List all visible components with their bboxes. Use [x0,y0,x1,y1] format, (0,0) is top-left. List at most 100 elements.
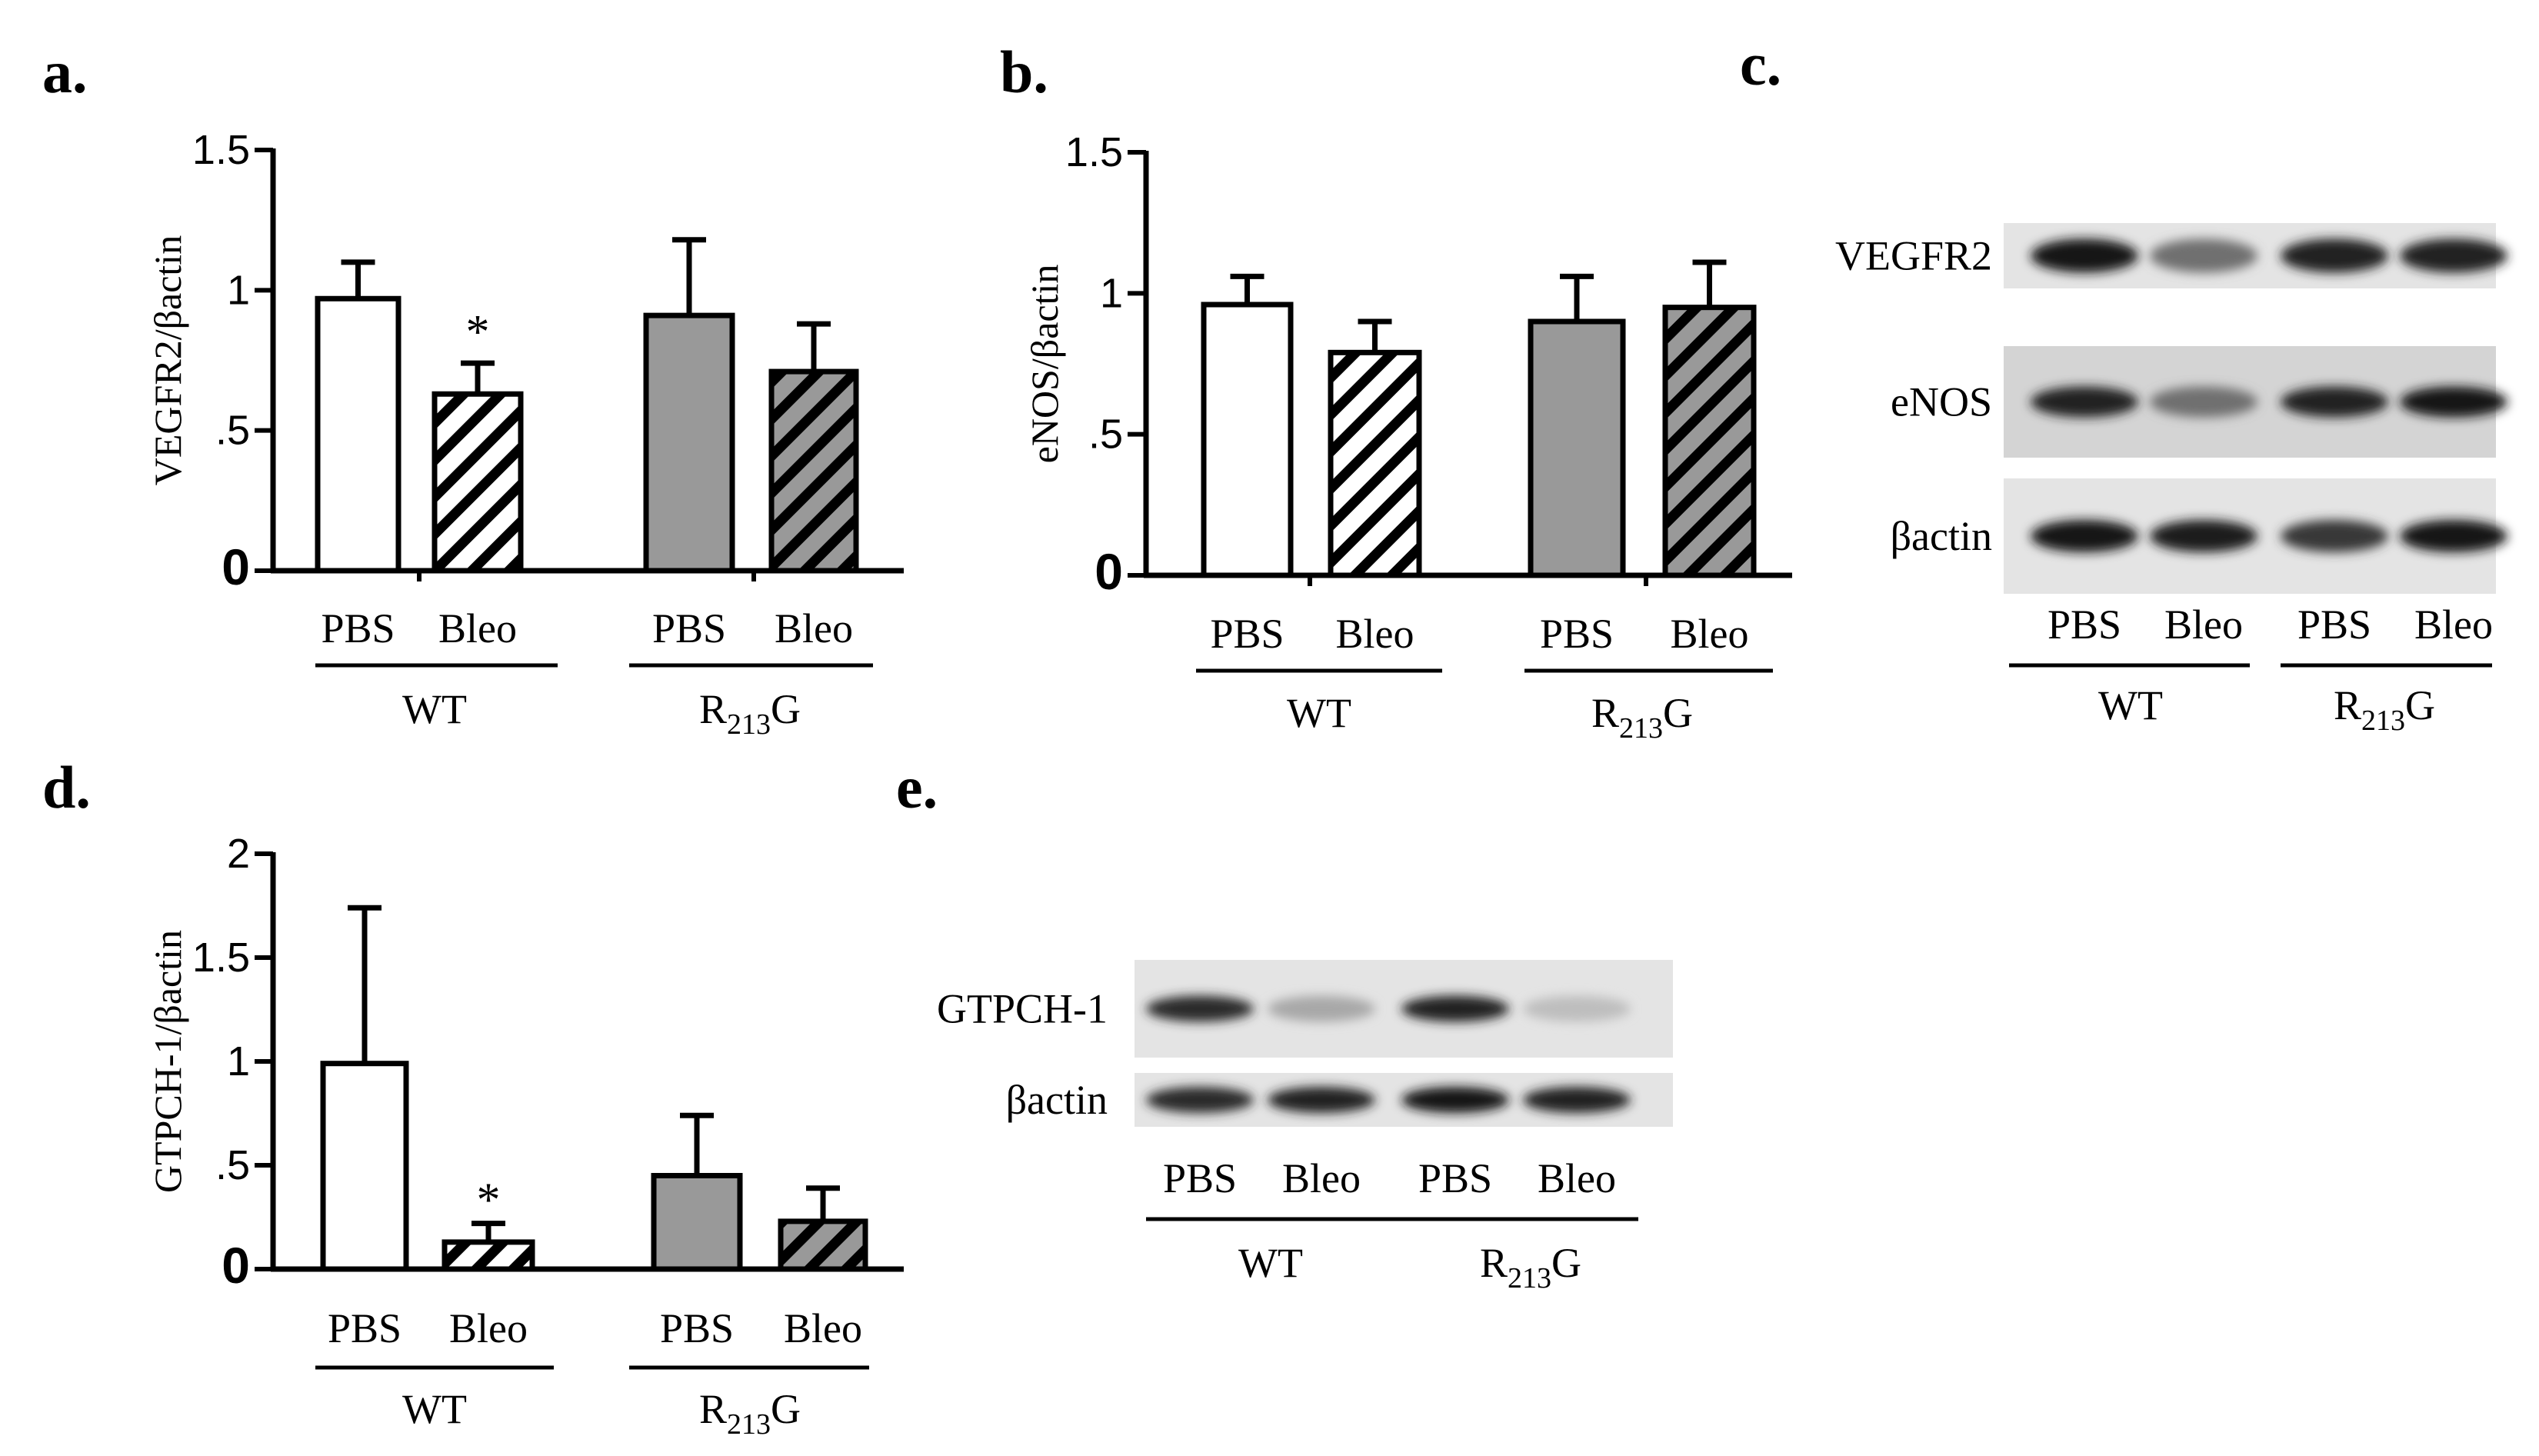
bar-r213g-pbs [643,312,735,574]
x-category-label: Bleo [775,605,853,651]
x-category-label: Bleo [1336,611,1414,657]
group-label-r213g: R213G [2334,682,2435,737]
group-label-suffix: G [1551,1240,1581,1286]
blot-band [2150,238,2257,273]
blot-lane-label: PBS [2297,601,2371,648]
blot-band [2281,386,2388,418]
x-category-label: PBS [1540,611,1614,657]
y-tick-label: 1.5 [192,127,250,173]
blot-lane-label: Bleo [1282,1155,1361,1201]
bar-wt-pbs [1201,302,1294,578]
blot-lane-label: Bleo [1538,1155,1616,1201]
panel-letter-b: b. [1000,38,1048,105]
bar-r213g-pbs [651,1173,743,1272]
y-tick-label: 0 [222,538,250,595]
y-tick-label: 0 [1095,543,1123,600]
y-tick-label: .5 [1088,411,1123,458]
x-category-label: Bleo [449,1305,528,1351]
bar-r213g-pbs [1528,318,1626,578]
blot-band [2031,520,2138,552]
blot-lane-label: PBS [1418,1155,1492,1201]
group-label-wt: WT [2098,682,2163,728]
y-axis-label: eNOS/βactin [1023,265,1066,464]
group-label-suffix: G [771,686,801,732]
group-label-prefix: R [699,686,727,732]
group-label-wt: WT [402,1386,467,1432]
x-category-label: PBS [652,605,726,651]
group-label-subscript: 213 [1508,1262,1551,1294]
blot-row-label: eNOS [1891,379,1992,425]
blot-band [2400,520,2507,552]
blot-row-label: βactin [1891,513,1992,559]
panel-letter-e: e. [896,754,938,821]
blot-band [1523,1087,1631,1113]
blot-row-label: VEGFR2 [1835,233,1992,279]
group-label-prefix: R [1480,1240,1508,1286]
panel-letter-c: c. [1740,31,1781,98]
group-label-r213g: R213G [1480,1240,1581,1294]
group-label-r213g: R213G [699,686,801,741]
group-label-suffix: G [771,1386,801,1432]
bar-wt-pbs [315,295,402,574]
bar-r213g-bleo [768,368,859,574]
y-tick-label: 0 [222,1237,250,1294]
blot-lane-label: PBS [1163,1155,1237,1201]
blot-row-label: βactin [1006,1077,1108,1123]
x-category-label: PBS [1210,611,1284,657]
panel-letter-d: d. [42,754,91,821]
y-tick-label: 1.5 [1065,129,1123,175]
x-category-label: PBS [328,1305,402,1351]
blot-lane-label: PBS [2048,601,2121,648]
blot-lane-label: Bleo [2414,601,2493,648]
blot-band [2031,386,2138,418]
significance-marker: * [466,306,490,358]
blot-band [2150,520,2257,552]
blot-band [1268,995,1375,1022]
group-label-wt: WT [1287,690,1351,736]
y-tick-label: 1 [1100,270,1123,316]
bar-r213g-bleo [778,1218,868,1272]
bar-wt-pbs [320,1061,409,1272]
y-tick-label: 1.5 [192,935,250,981]
chart-a-vegfr2: 0 .5 1 1.5 VEGFR2/βactin PBS * Bleo PBS Bleo WT R21… [146,127,904,741]
blot-band [1268,1087,1375,1113]
x-category-label: PBS [660,1305,734,1351]
bar-wt-bleo [1328,349,1422,578]
blot-band [2281,520,2388,552]
y-tick-label: .5 [215,408,250,454]
blot-band [2400,238,2507,273]
y-tick-label: 1 [227,1038,250,1085]
x-category-label: Bleo [784,1305,862,1351]
blot-lane-label: Bleo [2164,601,2243,648]
x-category-label: Bleo [1671,611,1749,657]
y-tick-label: 1 [227,267,250,313]
blot-band [2150,386,2257,418]
blot-band [1401,995,1509,1022]
blot-band [1146,1087,1254,1113]
group-label-wt: WT [402,686,467,732]
blot-band [1146,995,1254,1022]
group-label-subscript: 213 [727,1408,771,1441]
y-axis-label: VEGFR2/βactin [146,235,189,485]
panel-letter-a: a. [42,38,88,105]
blot-band [1401,1087,1509,1113]
bar-r213g-bleo [1662,305,1757,578]
blot-band [2400,386,2507,418]
y-tick-label: .5 [215,1142,250,1188]
chart-d-gtpch1: 0 .5 1 1.5 2 GTPCH-1/βactin PBS * Bleo PBS Bleo WT R… [146,831,904,1441]
y-tick-label: 2 [227,831,250,877]
y-axis-label: GTPCH-1/βactin [146,930,189,1193]
x-category-label: Bleo [438,605,517,651]
group-label-subscript: 213 [1619,712,1663,745]
group-label-subscript: 213 [2361,705,2405,737]
group-label-subscript: 213 [727,708,771,741]
bar-wt-bleo [441,1239,535,1272]
group-label-wt: WT [1238,1240,1303,1286]
group-label-prefix: R [2334,682,2361,728]
western-blot-e: GTPCH-1 βactin PBS Bleo PBS Bleo WT R213G [937,960,1673,1294]
significance-marker: * [477,1174,501,1227]
group-label-prefix: R [699,1386,727,1432]
blot-band [2281,238,2388,273]
